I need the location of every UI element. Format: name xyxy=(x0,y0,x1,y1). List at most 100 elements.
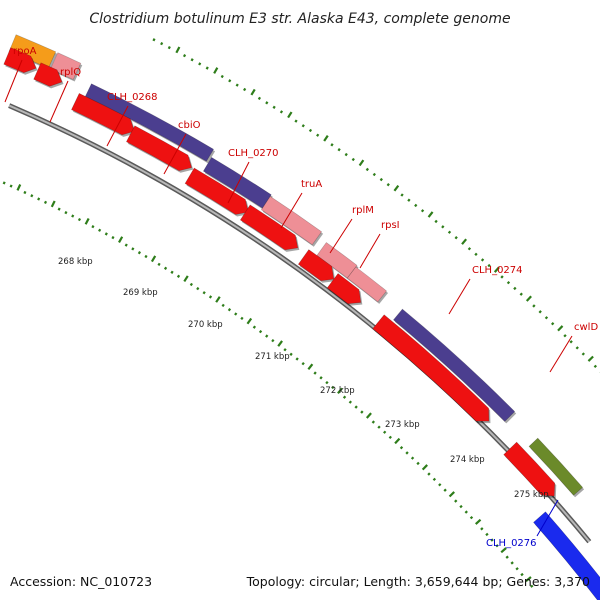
tick-mark xyxy=(250,88,256,96)
cds-arrow[interactable] xyxy=(33,62,64,89)
tick-mark xyxy=(459,504,463,509)
gene-label-truA[interactable]: truA xyxy=(280,179,322,229)
tick-mark xyxy=(487,263,491,268)
tick-mark xyxy=(183,275,189,283)
tick-mark xyxy=(23,190,27,195)
tick-mark xyxy=(405,451,409,455)
tick-mark xyxy=(420,209,425,213)
cds-arrow[interactable] xyxy=(297,249,336,283)
tick-mark xyxy=(308,128,313,133)
tick-mark xyxy=(372,172,376,177)
cds-arrow[interactable] xyxy=(326,273,363,306)
tick-mark xyxy=(485,532,489,537)
tick-mark xyxy=(454,499,458,503)
tick-mark xyxy=(506,280,511,285)
gene-label-text: rplQ xyxy=(60,67,81,78)
gene-label-rplM[interactable]: rplM xyxy=(329,205,374,254)
gene-label-text: truA xyxy=(301,179,322,190)
tick-mark xyxy=(551,322,555,326)
tick-mark xyxy=(228,79,232,83)
tick-mark xyxy=(301,361,305,366)
gene-label-text: rplM xyxy=(352,205,374,216)
cds-arrow[interactable] xyxy=(125,125,194,173)
tick-mark xyxy=(519,292,523,296)
tick-mark xyxy=(91,225,95,229)
tick-mark xyxy=(454,236,458,240)
tick-mark xyxy=(365,167,369,172)
kbp-label: 275 kbp xyxy=(514,490,549,500)
feature-CLH_0276[interactable] xyxy=(533,511,600,600)
tick-mark xyxy=(443,488,447,492)
gene-label-cbiO[interactable]: cbiO xyxy=(163,120,201,175)
cds-arrow[interactable] xyxy=(503,441,557,499)
tick-mark xyxy=(515,567,519,571)
tick-mark xyxy=(313,371,317,375)
tick-mark xyxy=(480,527,484,531)
tick-mark xyxy=(170,270,174,274)
tick-mark xyxy=(152,38,156,42)
gene-label-CLH_0268[interactable]: CLH_0268 xyxy=(106,92,158,147)
tick-mark xyxy=(84,217,90,225)
tick-mark xyxy=(388,435,392,440)
tick-mark xyxy=(464,510,468,514)
tick-mark xyxy=(258,329,263,334)
tick-mark xyxy=(525,295,532,302)
tick-mark xyxy=(235,83,239,87)
tick-mark xyxy=(575,346,579,350)
feature-cwlD[interactable] xyxy=(528,437,585,498)
tick-mark xyxy=(323,135,329,142)
kbp-label: 270 kbp xyxy=(188,320,223,330)
tick-mark xyxy=(337,387,343,394)
gene-label-rpsI[interactable]: rpsI xyxy=(359,220,400,269)
kbp-label: 271 kbp xyxy=(255,352,290,362)
tick-mark xyxy=(581,352,585,356)
tick-mark xyxy=(182,54,187,58)
tick-mark xyxy=(377,425,381,429)
tick-mark xyxy=(176,274,181,278)
tick-mark xyxy=(593,364,598,369)
tick-mark xyxy=(160,42,164,46)
leader-line xyxy=(448,278,471,315)
gene-label-text: cwlD xyxy=(574,322,598,333)
tick-mark xyxy=(379,177,383,182)
feature-rpsI[interactable] xyxy=(346,266,389,304)
tick-mark xyxy=(399,446,404,450)
leader-line xyxy=(536,499,559,537)
tick-mark xyxy=(344,152,348,157)
tick-mark xyxy=(246,317,253,325)
tick-mark xyxy=(163,266,168,270)
tick-mark xyxy=(480,258,485,262)
feature-truA[interactable] xyxy=(260,196,324,247)
tick-mark xyxy=(358,159,365,167)
feature-CLH_0274[interactable] xyxy=(393,308,517,424)
cds-arrow[interactable] xyxy=(239,204,300,252)
gene-label-cwlD[interactable]: cwlD xyxy=(549,322,598,373)
tick-mark xyxy=(525,576,532,583)
tick-mark xyxy=(307,363,314,371)
tick-mark xyxy=(257,96,262,100)
kbp-label: 272 kbp xyxy=(320,386,355,396)
tick-mark xyxy=(227,308,232,312)
tick-mark xyxy=(2,181,6,185)
tick-mark xyxy=(407,198,411,202)
tick-mark xyxy=(400,193,404,197)
tick-mark xyxy=(441,225,445,229)
tick-mark xyxy=(438,483,442,487)
tick-mark xyxy=(198,62,202,66)
gene-label-CLH_0274[interactable]: CLH_0274 xyxy=(448,265,523,315)
cds-arrow[interactable] xyxy=(372,314,491,424)
tick-mark xyxy=(331,385,335,390)
tick-mark xyxy=(71,214,75,218)
tick-mark xyxy=(513,286,517,291)
gene-label-text: rpsI xyxy=(381,220,400,231)
tick-mark xyxy=(98,228,102,232)
tick-mark xyxy=(493,266,500,273)
cds-arrow[interactable] xyxy=(184,167,250,217)
gene-label-rpoA[interactable]: rpoA xyxy=(4,46,37,103)
gene-label-rplQ[interactable]: rplQ xyxy=(49,67,81,123)
tick-mark xyxy=(330,143,334,147)
gene-label-CLH_0276[interactable]: CLH_0276 xyxy=(486,499,559,549)
tick-mark xyxy=(354,405,358,409)
gene-label-CLH_0270[interactable]: CLH_0270 xyxy=(227,148,279,204)
